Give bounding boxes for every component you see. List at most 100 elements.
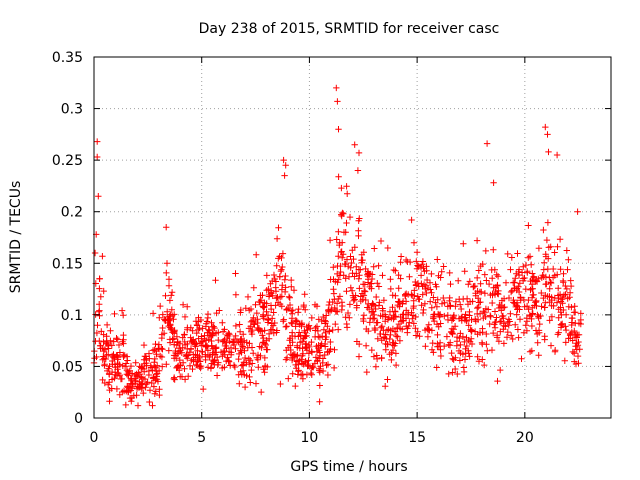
data-point bbox=[285, 375, 292, 382]
data-point bbox=[523, 327, 531, 334]
data-point bbox=[487, 312, 494, 319]
data-point bbox=[339, 209, 346, 217]
data-point bbox=[495, 338, 503, 345]
data-point bbox=[322, 318, 329, 325]
data-point bbox=[186, 349, 193, 356]
data-point bbox=[456, 357, 464, 364]
data-point bbox=[323, 312, 330, 319]
data-point bbox=[157, 302, 164, 310]
data-point bbox=[213, 349, 220, 356]
data-point bbox=[290, 353, 298, 361]
data-point bbox=[100, 355, 108, 362]
data-point bbox=[475, 303, 482, 311]
data-point bbox=[499, 313, 506, 320]
data-point bbox=[379, 305, 386, 312]
data-point bbox=[285, 344, 292, 351]
data-point bbox=[96, 312, 103, 319]
data-point bbox=[453, 333, 461, 341]
data-point bbox=[341, 260, 348, 268]
data-point bbox=[448, 317, 456, 324]
data-point bbox=[246, 340, 253, 347]
data-point bbox=[371, 324, 378, 332]
data-point bbox=[536, 320, 543, 328]
data-point bbox=[278, 254, 285, 262]
data-point bbox=[546, 317, 553, 324]
data-point bbox=[481, 290, 489, 297]
y-tick-label: 0.05 bbox=[52, 359, 83, 375]
data-point bbox=[516, 280, 523, 287]
data-points bbox=[90, 84, 584, 409]
data-point bbox=[230, 336, 238, 343]
data-point bbox=[528, 322, 536, 330]
data-point bbox=[315, 316, 322, 323]
data-point bbox=[330, 364, 338, 372]
data-point bbox=[252, 301, 259, 308]
data-point bbox=[354, 167, 362, 174]
data-point bbox=[358, 259, 366, 266]
data-point bbox=[242, 305, 249, 312]
data-point bbox=[363, 368, 370, 376]
data-point bbox=[355, 149, 363, 157]
data-point bbox=[468, 340, 476, 348]
data-point bbox=[428, 327, 436, 334]
data-point bbox=[277, 380, 284, 388]
data-point bbox=[522, 322, 529, 329]
data-point bbox=[557, 321, 565, 328]
data-point bbox=[424, 333, 432, 340]
data-point bbox=[562, 339, 569, 346]
data-point bbox=[545, 244, 552, 251]
data-point bbox=[355, 275, 362, 282]
data-point bbox=[225, 332, 232, 340]
data-point bbox=[258, 388, 265, 396]
data-point bbox=[406, 273, 413, 280]
data-point bbox=[187, 345, 195, 353]
data-point bbox=[393, 332, 400, 340]
data-point bbox=[276, 273, 283, 280]
data-point bbox=[120, 336, 127, 343]
data-point bbox=[375, 283, 383, 290]
data-point bbox=[399, 317, 406, 324]
data-point bbox=[205, 326, 212, 333]
data-point bbox=[188, 339, 196, 346]
data-point bbox=[256, 298, 263, 306]
data-point bbox=[520, 263, 527, 270]
data-point bbox=[249, 360, 256, 367]
data-point bbox=[333, 300, 341, 307]
data-point bbox=[282, 284, 289, 291]
data-point bbox=[282, 162, 289, 169]
data-point bbox=[475, 267, 482, 274]
data-point bbox=[303, 340, 310, 347]
data-point bbox=[351, 296, 358, 303]
data-point bbox=[195, 356, 202, 364]
data-point bbox=[562, 326, 570, 334]
data-point bbox=[425, 321, 432, 328]
data-point bbox=[468, 316, 475, 323]
data-point bbox=[555, 314, 562, 321]
data-point bbox=[412, 278, 419, 286]
data-point bbox=[540, 266, 547, 273]
data-point bbox=[323, 333, 330, 341]
data-point bbox=[335, 295, 342, 303]
data-point bbox=[577, 310, 584, 317]
data-point bbox=[343, 288, 350, 295]
data-point bbox=[567, 282, 575, 290]
data-point bbox=[512, 321, 519, 328]
data-point bbox=[292, 317, 300, 324]
data-point bbox=[412, 281, 420, 288]
data-point bbox=[411, 287, 418, 294]
data-point bbox=[364, 271, 371, 278]
data-point bbox=[314, 327, 322, 335]
data-point bbox=[247, 318, 255, 326]
data-point bbox=[360, 249, 367, 256]
data-point bbox=[490, 329, 497, 337]
data-point bbox=[283, 306, 290, 313]
data-point bbox=[571, 303, 578, 310]
y-tick-label: 0 bbox=[74, 411, 83, 427]
data-point bbox=[517, 297, 524, 304]
data-point bbox=[192, 361, 200, 369]
data-point bbox=[331, 346, 338, 353]
data-point bbox=[288, 320, 296, 327]
data-point bbox=[141, 368, 148, 375]
data-point bbox=[454, 370, 461, 378]
data-point bbox=[457, 301, 464, 308]
